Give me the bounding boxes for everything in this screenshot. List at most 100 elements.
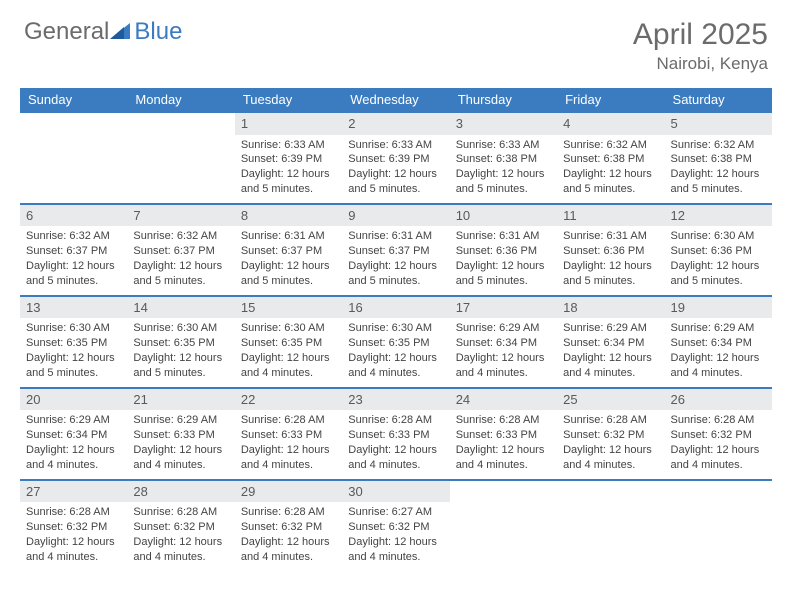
day-number-row: 13141516171819: [20, 296, 772, 319]
sunset-text: Sunset: 6:35 PM: [133, 336, 228, 351]
day-content-row: Sunrise: 6:28 AMSunset: 6:32 PMDaylight:…: [20, 502, 772, 570]
day2-text: and 4 minutes.: [456, 366, 551, 381]
day-content-cell: Sunrise: 6:33 AMSunset: 6:38 PMDaylight:…: [450, 135, 557, 204]
day2-text: and 5 minutes.: [563, 182, 658, 197]
day1-text: Daylight: 12 hours: [348, 443, 443, 458]
day-number-cell: 25: [557, 388, 664, 411]
day-content-cell: Sunrise: 6:32 AMSunset: 6:38 PMDaylight:…: [665, 135, 772, 204]
day-number-cell: 9: [342, 204, 449, 227]
day-number-cell: [127, 112, 234, 135]
day-number-cell: [20, 112, 127, 135]
sunset-text: Sunset: 6:34 PM: [26, 428, 121, 443]
sunrise-text: Sunrise: 6:28 AM: [241, 413, 336, 428]
sunset-text: Sunset: 6:36 PM: [671, 244, 766, 259]
day2-text: and 5 minutes.: [563, 274, 658, 289]
day-number-cell: 27: [20, 480, 127, 503]
sunset-text: Sunset: 6:34 PM: [456, 336, 551, 351]
day-content-cell: Sunrise: 6:28 AMSunset: 6:33 PMDaylight:…: [450, 410, 557, 479]
sunset-text: Sunset: 6:37 PM: [133, 244, 228, 259]
sunrise-text: Sunrise: 6:32 AM: [563, 138, 658, 153]
day-number-cell: 30: [342, 480, 449, 503]
day-content-cell: Sunrise: 6:29 AMSunset: 6:33 PMDaylight:…: [127, 410, 234, 479]
logo: General Blue: [24, 18, 182, 46]
day-content-cell: [665, 502, 772, 570]
day-number-cell: 22: [235, 388, 342, 411]
sunset-text: Sunset: 6:32 PM: [348, 520, 443, 535]
day1-text: Daylight: 12 hours: [26, 535, 121, 550]
day2-text: and 4 minutes.: [563, 366, 658, 381]
sunrise-text: Sunrise: 6:28 AM: [26, 505, 121, 520]
weekday-header: Sunday: [20, 88, 127, 112]
day-content-cell: [127, 135, 234, 204]
sunset-text: Sunset: 6:33 PM: [241, 428, 336, 443]
day-content-cell: Sunrise: 6:32 AMSunset: 6:37 PMDaylight:…: [127, 226, 234, 295]
sunset-text: Sunset: 6:35 PM: [348, 336, 443, 351]
logo-text-blue: Blue: [134, 18, 182, 46]
day-number-cell: [557, 480, 664, 503]
day-number-cell: 28: [127, 480, 234, 503]
day1-text: Daylight: 12 hours: [456, 443, 551, 458]
day1-text: Daylight: 12 hours: [348, 167, 443, 182]
sunset-text: Sunset: 6:32 PM: [563, 428, 658, 443]
day1-text: Daylight: 12 hours: [671, 259, 766, 274]
weekday-header: Wednesday: [342, 88, 449, 112]
day1-text: Daylight: 12 hours: [241, 259, 336, 274]
day2-text: and 4 minutes.: [133, 458, 228, 473]
day-number-cell: 10: [450, 204, 557, 227]
day-content-cell: Sunrise: 6:33 AMSunset: 6:39 PMDaylight:…: [342, 135, 449, 204]
sunrise-text: Sunrise: 6:33 AM: [456, 138, 551, 153]
day2-text: and 5 minutes.: [348, 274, 443, 289]
day-content-cell: Sunrise: 6:30 AMSunset: 6:35 PMDaylight:…: [20, 318, 127, 387]
day-content-cell: Sunrise: 6:29 AMSunset: 6:34 PMDaylight:…: [20, 410, 127, 479]
logo-triangle-icon: [110, 18, 130, 46]
day1-text: Daylight: 12 hours: [348, 535, 443, 550]
sunrise-text: Sunrise: 6:29 AM: [563, 321, 658, 336]
day-content-cell: [557, 502, 664, 570]
sunrise-text: Sunrise: 6:31 AM: [563, 229, 658, 244]
day-content-cell: Sunrise: 6:27 AMSunset: 6:32 PMDaylight:…: [342, 502, 449, 570]
day-number-cell: [450, 480, 557, 503]
sunset-text: Sunset: 6:32 PM: [241, 520, 336, 535]
day-number-cell: 29: [235, 480, 342, 503]
day1-text: Daylight: 12 hours: [671, 167, 766, 182]
sunrise-text: Sunrise: 6:27 AM: [348, 505, 443, 520]
day-number-cell: 12: [665, 204, 772, 227]
day-content-cell: [20, 135, 127, 204]
day2-text: and 5 minutes.: [456, 182, 551, 197]
day-number-row: 27282930: [20, 480, 772, 503]
sunset-text: Sunset: 6:35 PM: [241, 336, 336, 351]
day1-text: Daylight: 12 hours: [26, 351, 121, 366]
day1-text: Daylight: 12 hours: [348, 259, 443, 274]
day-number-cell: 6: [20, 204, 127, 227]
sunset-text: Sunset: 6:34 PM: [671, 336, 766, 351]
day-content-cell: Sunrise: 6:29 AMSunset: 6:34 PMDaylight:…: [450, 318, 557, 387]
day2-text: and 5 minutes.: [241, 274, 336, 289]
day2-text: and 4 minutes.: [456, 458, 551, 473]
day1-text: Daylight: 12 hours: [671, 351, 766, 366]
day-content-row: Sunrise: 6:32 AMSunset: 6:37 PMDaylight:…: [20, 226, 772, 295]
sunset-text: Sunset: 6:37 PM: [241, 244, 336, 259]
day-content-cell: Sunrise: 6:28 AMSunset: 6:32 PMDaylight:…: [235, 502, 342, 570]
weekday-header-row: Sunday Monday Tuesday Wednesday Thursday…: [20, 88, 772, 112]
sunset-text: Sunset: 6:32 PM: [133, 520, 228, 535]
day1-text: Daylight: 12 hours: [133, 535, 228, 550]
day2-text: and 4 minutes.: [563, 458, 658, 473]
sunrise-text: Sunrise: 6:28 AM: [241, 505, 336, 520]
day1-text: Daylight: 12 hours: [563, 167, 658, 182]
day2-text: and 5 minutes.: [348, 182, 443, 197]
day-number-cell: 7: [127, 204, 234, 227]
logo-text-general: General: [24, 18, 109, 46]
sunrise-text: Sunrise: 6:30 AM: [26, 321, 121, 336]
day-number-cell: 5: [665, 112, 772, 135]
sunrise-text: Sunrise: 6:32 AM: [133, 229, 228, 244]
day-content-row: Sunrise: 6:33 AMSunset: 6:39 PMDaylight:…: [20, 135, 772, 204]
day-content-cell: Sunrise: 6:31 AMSunset: 6:36 PMDaylight:…: [450, 226, 557, 295]
day-number-cell: 4: [557, 112, 664, 135]
sunrise-text: Sunrise: 6:29 AM: [671, 321, 766, 336]
day2-text: and 5 minutes.: [26, 366, 121, 381]
day-number-cell: 26: [665, 388, 772, 411]
day1-text: Daylight: 12 hours: [241, 443, 336, 458]
sunrise-text: Sunrise: 6:28 AM: [348, 413, 443, 428]
day-number-cell: 24: [450, 388, 557, 411]
day-number-cell: 8: [235, 204, 342, 227]
